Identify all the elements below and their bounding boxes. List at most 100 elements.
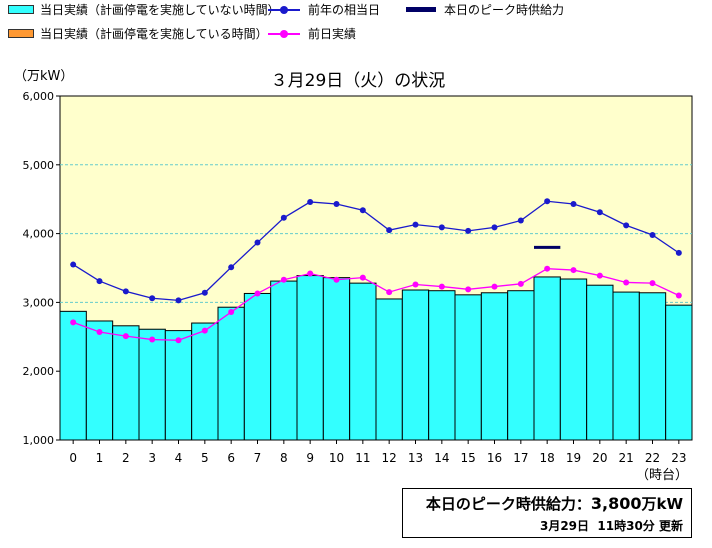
prev-year-point [491, 224, 498, 231]
prev-year-point [570, 201, 577, 208]
prev-day-point [280, 276, 287, 283]
x-tick-label: 13 [408, 451, 423, 465]
update-time: 11時30分 [597, 519, 655, 533]
bar-hour-1 [85, 320, 114, 441]
x-tick-label: 0 [69, 451, 77, 465]
prev-day-point [254, 290, 261, 297]
x-tick-label: 7 [254, 451, 262, 465]
x-tick-label: 23 [671, 451, 686, 465]
update-timestamp: 3月29日 11時30分 更新 [403, 517, 683, 534]
prev-year-point [623, 222, 630, 229]
bar-hour-13 [401, 289, 430, 441]
bar-hour-19 [559, 278, 588, 441]
legend-label: 本日のピーク時供給力 [444, 3, 565, 17]
legend-marker-magenta [280, 30, 288, 38]
prev-year-point [280, 214, 287, 221]
bar-hour-21 [612, 291, 640, 441]
peak-supply-label: 本日のピーク時供給力： [425, 495, 591, 513]
prev-year-point [675, 249, 682, 256]
prev-day-point [517, 280, 524, 287]
x-tick-label: 20 [592, 451, 607, 465]
prev-year-point [201, 289, 208, 296]
x-tick-label: 4 [175, 451, 183, 465]
bar-hour-6 [217, 306, 245, 441]
prev-day-point [412, 281, 419, 288]
x-tick-label: 21 [619, 451, 634, 465]
prev-day-point [333, 276, 340, 283]
status-box: 本日のピーク時供給力：3,800万kW 3月29日 11時30分 更新 [402, 488, 692, 538]
prev-day-point [307, 270, 314, 277]
prev-day-point [570, 267, 577, 274]
y-tick-label: 6,000 [23, 90, 55, 103]
y-tick-label: 3,000 [23, 296, 55, 309]
y-tick-label: 4,000 [23, 228, 55, 241]
legend-bar-navy [406, 7, 436, 12]
legend-label: 前日実績 [308, 27, 357, 41]
x-tick-label: 18 [540, 451, 555, 465]
prev-day-point [96, 328, 103, 335]
prev-day-point [465, 286, 472, 293]
x-tick-label: 14 [434, 451, 449, 465]
prev-year-point [175, 297, 182, 304]
prev-year-line [72, 200, 680, 301]
bar-hour-2 [112, 325, 140, 441]
prev-year-point [333, 201, 340, 208]
prev-year-point [465, 227, 472, 234]
prev-day-point [201, 327, 208, 334]
bar-hour-9 [296, 275, 324, 441]
x-tick-label: 11 [355, 451, 370, 465]
prev-year-point [228, 264, 235, 271]
bar-hour-3 [138, 328, 166, 441]
x-tick-label: 12 [382, 451, 397, 465]
y-tick-label: 2,000 [23, 365, 55, 378]
peak-supply-value: 3,800 [590, 494, 642, 513]
peak-supply-unit: 万kW [641, 495, 683, 513]
prev-day-point [70, 319, 77, 326]
x-axis-unit: （時台） [636, 468, 688, 483]
bar-hour-8 [270, 280, 298, 441]
x-tick-label: 3 [148, 451, 156, 465]
bar-hour-23 [665, 304, 693, 441]
prev-year-point [544, 198, 551, 205]
x-tick-label: 10 [329, 451, 344, 465]
prev-day-point [491, 283, 498, 290]
x-tick-label: 5 [201, 451, 209, 465]
bar-hour-17 [507, 290, 535, 441]
prev-day-point [122, 333, 129, 340]
x-tick-label: 9 [306, 451, 314, 465]
prev-year-point [649, 231, 656, 238]
bar-hour-7 [243, 292, 272, 441]
prev-year-point [307, 198, 314, 205]
update-suffix: 更新 [658, 519, 683, 533]
x-tick-label: 22 [645, 451, 660, 465]
bar-hour-16 [480, 292, 509, 441]
x-tick-label: 2 [122, 451, 130, 465]
prev-day-point [649, 280, 656, 287]
prev-day-point [149, 336, 156, 343]
bar-hour-20 [586, 284, 614, 441]
x-tick-label: 17 [513, 451, 528, 465]
prev-day-point [228, 309, 235, 316]
bar-hour-22 [638, 292, 667, 441]
bar-hour-11 [349, 282, 377, 441]
prev-day-point [175, 337, 182, 344]
prev-year-point [149, 295, 156, 302]
prev-year-point [596, 209, 603, 216]
bar-hour-10 [322, 277, 351, 441]
legend-label: 前年の相当日 [308, 3, 381, 17]
prev-year-point [517, 217, 524, 224]
legend-label: 当日実績（計画停電を実施している時間） [40, 27, 268, 41]
prev-day-point [596, 272, 603, 279]
prev-day-point [438, 283, 445, 290]
prev-year-point [438, 224, 445, 231]
bar-hour-14 [428, 290, 456, 441]
prev-year-point [386, 227, 393, 234]
prev-day-point [544, 265, 551, 272]
prev-year-point [70, 261, 77, 268]
legend-swatch-cyan [8, 5, 34, 14]
prev-year-point [96, 278, 103, 285]
x-tick-label: 8 [280, 451, 288, 465]
prev-day-point [623, 279, 630, 286]
bar-hour-15 [454, 294, 482, 441]
